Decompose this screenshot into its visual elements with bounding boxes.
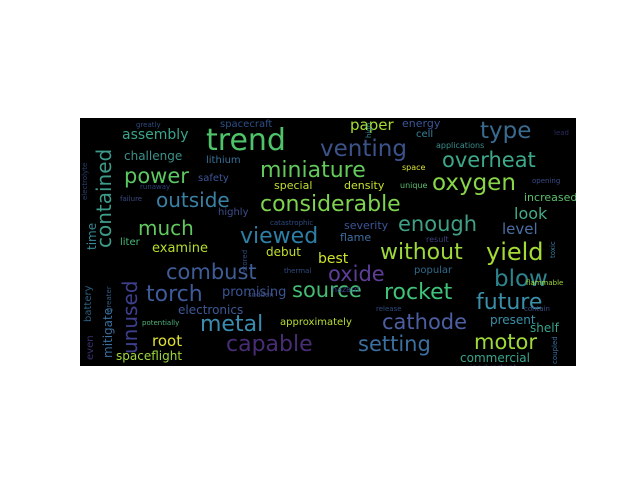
word-sudden: sudden	[248, 291, 274, 299]
word-greatly: greatly	[136, 121, 161, 129]
word-rocket: rocket	[384, 280, 453, 305]
word-release: release	[376, 305, 402, 313]
word-shelf: shelf	[530, 321, 559, 335]
word-runaway: runaway	[140, 183, 171, 191]
word-popular: popular	[414, 265, 453, 276]
word-type: type	[480, 118, 532, 144]
word-battery: battery	[83, 285, 94, 323]
word-mitigate: mitigate	[101, 307, 115, 358]
word-paper: paper	[350, 118, 394, 134]
word-flame: flame	[340, 231, 372, 244]
word-commercial: commercial	[460, 351, 530, 365]
word-result: result	[426, 235, 449, 244]
word-increased: increased	[524, 191, 576, 204]
word-blow: blow	[494, 266, 548, 292]
word-debut: debut	[266, 245, 301, 259]
word-cloud: trend contained miniature venting type o…	[80, 118, 576, 366]
word-energy: energy	[402, 118, 441, 130]
word-time: time	[85, 222, 99, 250]
word-space: space	[402, 163, 426, 172]
word-best: best	[318, 251, 349, 267]
word-electrolyte: electrolyte	[81, 162, 89, 200]
word-yield: yield	[486, 238, 544, 266]
word-special: special	[274, 179, 313, 192]
word-toxic: toxic	[549, 241, 557, 258]
word-venting: venting	[320, 136, 407, 162]
word-oxide: oxide	[328, 262, 385, 286]
word-lead: lead	[554, 129, 569, 137]
word-promising: promising	[222, 285, 287, 300]
word-approximately: approximately	[280, 317, 352, 328]
word-enough: enough	[398, 212, 478, 236]
word-safety: safety	[198, 173, 229, 184]
word-power: power	[124, 164, 189, 188]
word-overheat: overheat	[442, 148, 536, 172]
word-capable: capable	[226, 332, 313, 357]
word-greater: greater	[105, 286, 113, 312]
word-future: future	[476, 290, 543, 315]
word-high: high	[365, 122, 373, 138]
word-hazard: hazard	[332, 285, 360, 294]
word-outside: outside	[156, 188, 230, 212]
word-spaceflight: spaceflight	[116, 349, 183, 363]
word-inadvertent: inadvertent	[470, 364, 516, 367]
word-failure: failure	[120, 195, 143, 203]
word-opening: opening	[532, 177, 561, 185]
word-lithium: lithium	[206, 155, 241, 166]
word-examine: examine	[152, 241, 208, 256]
word-present: present	[490, 313, 536, 327]
word-setting: setting	[358, 332, 431, 356]
word-root: root	[152, 332, 183, 350]
word-level: level	[502, 220, 538, 238]
word-cell: cell	[416, 129, 434, 140]
word-applications: applications	[436, 141, 485, 150]
word-severity: severity	[344, 219, 389, 232]
word-cathode: cathode	[382, 310, 468, 334]
word-assembly: assembly	[122, 127, 189, 143]
word-trend: trend	[206, 123, 286, 158]
word-spacecraft: spacecraft	[220, 119, 273, 130]
word-even: even	[85, 335, 96, 360]
word-flammable: flammable	[526, 279, 564, 287]
word-catastrophic: catastrophic	[270, 219, 314, 227]
word-coupled: coupled	[551, 336, 559, 364]
word-torch: torch	[146, 282, 203, 307]
word-motor: motor	[474, 330, 538, 354]
word-much: much	[138, 216, 194, 240]
word-source: source	[292, 278, 362, 302]
word-thermal: thermal	[284, 267, 312, 275]
word-electronics: electronics	[178, 303, 244, 317]
word-potentially: potentially	[142, 319, 180, 327]
word-considerable: considerable	[260, 192, 401, 217]
word-contain: contain	[524, 305, 550, 313]
word-highly: highly	[218, 207, 249, 218]
word-unique: unique	[400, 181, 428, 190]
word-liter: liter	[120, 237, 140, 248]
word-metal: metal	[200, 312, 264, 337]
word-viewed: viewed	[240, 224, 319, 249]
word-look: look	[514, 204, 548, 223]
word-stored: stored	[241, 249, 249, 272]
word-challenge: challenge	[124, 149, 183, 163]
word-unused: unused	[118, 280, 142, 354]
word-without: without	[380, 240, 463, 265]
word-density: density	[344, 179, 385, 192]
word-combust: combust	[166, 260, 257, 284]
word-oxygen: oxygen	[432, 170, 516, 196]
word-miniature: miniature	[260, 158, 366, 183]
